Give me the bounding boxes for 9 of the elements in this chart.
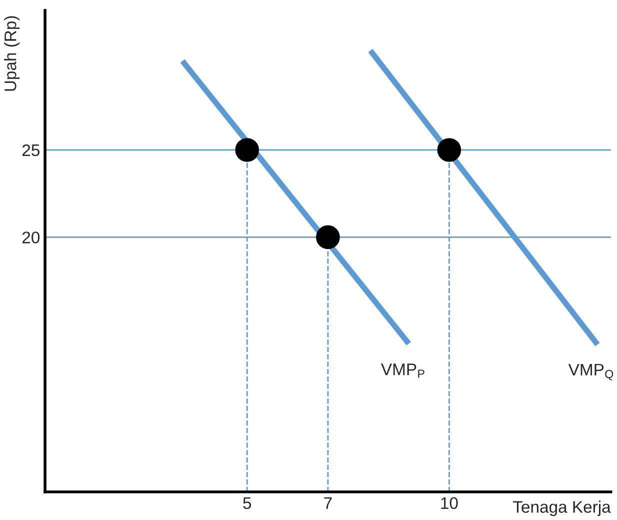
x-tick-label: 7 [324,497,332,509]
y-tick-label: 25 [22,144,40,156]
x-tick-label: 10 [441,497,458,510]
series-label: VMP$_{Q}$ [568,364,614,380]
x-axis-title: Tenaga Kerja [513,500,611,516]
y-axis-title: Upah (Rp) [4,16,20,91]
series-label: VMP$_{P}$ [381,364,424,378]
y-tick-label: 20 [22,232,40,244]
x-tick-label: 5 [243,497,252,510]
